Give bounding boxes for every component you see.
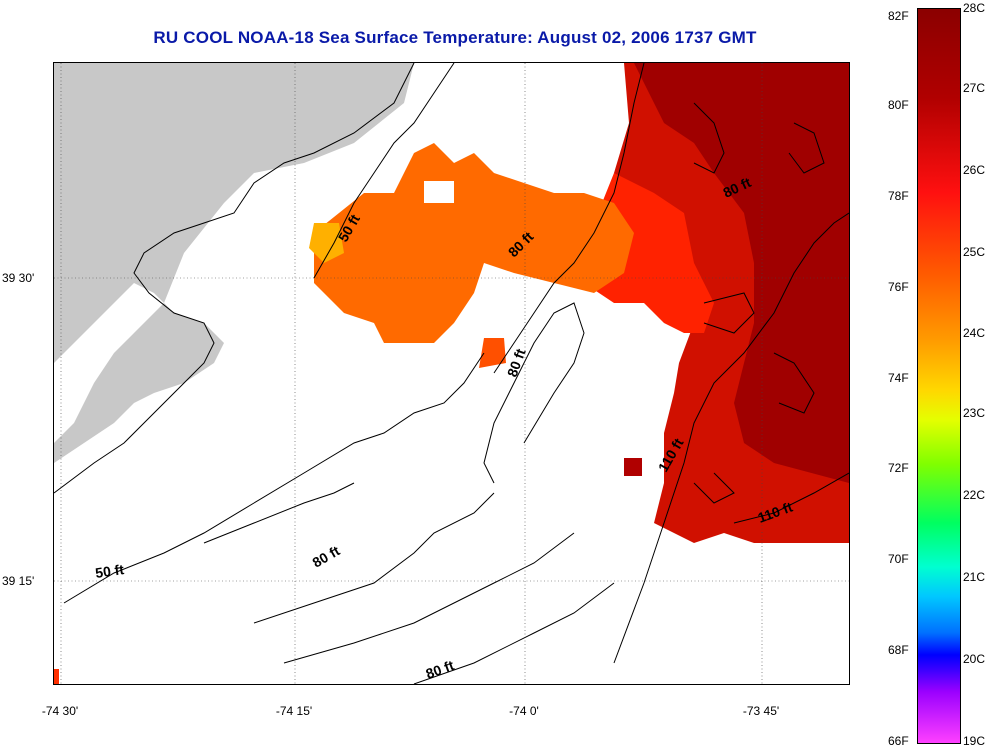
x-tick-label: -73 45' [742,704,780,718]
y-tick-label: 39 15' [2,574,35,588]
colorbar-c-label: 23C [963,406,986,420]
contour-label: 50 ft [94,561,125,581]
colorbar-c-label: 25C [963,245,986,259]
temperature-colorbar [917,8,961,744]
sst-bit [624,458,642,476]
colorbar-c-label: 28C [963,1,986,15]
colorbar-f-label: 76F [888,280,909,294]
contour-label: 80 ft [424,657,457,682]
contour-label: 80 ft [310,542,343,570]
sst-small-patch [479,338,506,368]
x-tick-label: -74 30' [41,704,79,718]
y-tick-label: 39 30' [2,271,35,285]
sst-hot-east [634,63,849,483]
cloud-gap [424,181,454,203]
gridlines [54,63,849,684]
colorbar-f-label: 72F [888,461,909,475]
coastline [54,63,415,494]
map-title: RU COOL NOAA-18 Sea Surface Temperature:… [153,28,757,47]
colorbar-f-label: 80F [888,98,909,112]
colorbar-c-label: 27C [963,81,986,95]
colorbar-f-label: 82F [888,9,909,23]
colorbar-f-label: 70F [888,552,909,566]
map-canvas: 50 ft 80 ft 80 ft 80 ft 110 ft 110 ft 50… [54,63,849,684]
sst-orange-patch [314,143,634,343]
contour-label: 80 ft [504,346,529,379]
colorbar-c-label: 24C [963,326,986,340]
colorbar-c-label: 19C [963,734,986,748]
sst-map[interactable]: 50 ft 80 ft 80 ft 80 ft 110 ft 110 ft 50… [53,62,850,685]
colorbar-c-label: 21C [963,570,986,584]
colorbar-f-label: 74F [888,371,909,385]
sst-corner [54,669,59,684]
bathymetry-contours [63,63,849,684]
x-tick-label: -74 0' [509,704,539,718]
x-tick-label: -74 15' [275,704,313,718]
land-mass [54,63,414,463]
colorbar-f-label: 68F [888,643,909,657]
colorbar-c-label: 20C [963,652,986,666]
colorbar-f-label: 78F [888,189,909,203]
colorbar-f-label: 66F [888,734,909,748]
sst-yellow-edge [309,223,344,263]
colorbar-c-label: 22C [963,488,986,502]
colorbar-c-label: 26C [963,163,986,177]
